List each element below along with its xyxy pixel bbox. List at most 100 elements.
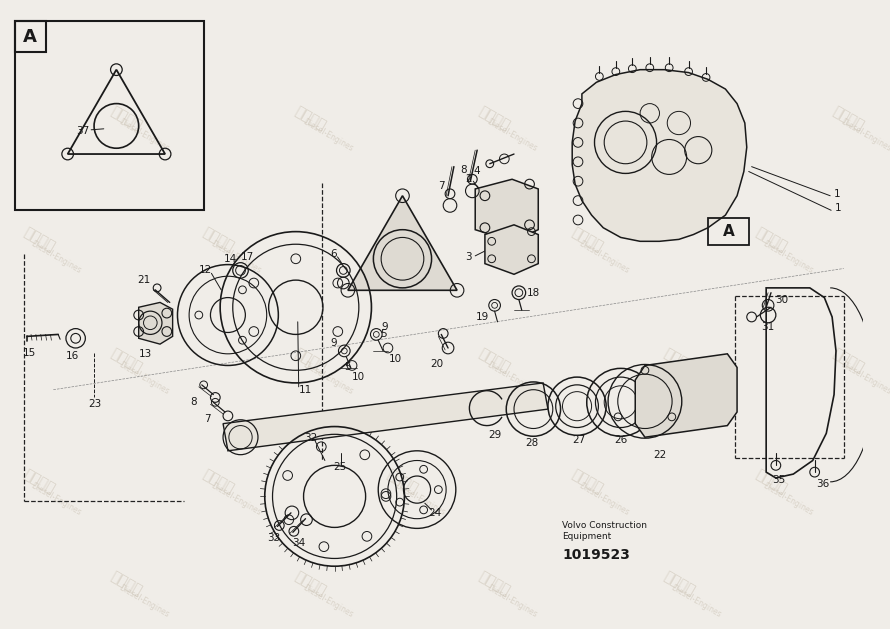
- Text: 紫发动力: 紫发动力: [477, 569, 513, 598]
- Text: 8: 8: [460, 165, 467, 175]
- Text: 3: 3: [465, 252, 472, 262]
- Text: 紫发动力: 紫发动力: [20, 467, 57, 496]
- Text: 紫发动力: 紫发动力: [661, 569, 697, 598]
- Text: 31: 31: [762, 321, 774, 331]
- Text: 紫发动力: 紫发动力: [292, 104, 328, 133]
- Text: 10: 10: [389, 353, 402, 364]
- Text: 紫发动力: 紫发动力: [753, 467, 789, 496]
- Text: 紫发动力: 紫发动力: [569, 225, 604, 254]
- Text: 紫发动力: 紫发动力: [108, 104, 144, 133]
- Text: Diesel-Engines: Diesel-Engines: [485, 360, 538, 396]
- Polygon shape: [223, 383, 548, 451]
- Text: 紫发动力: 紫发动力: [661, 104, 697, 133]
- Text: Diesel-Engines: Diesel-Engines: [393, 481, 447, 517]
- Text: Diesel-Engines: Diesel-Engines: [669, 583, 723, 619]
- Text: 1019523: 1019523: [562, 548, 630, 562]
- Text: Diesel-Engines: Diesel-Engines: [117, 583, 170, 619]
- Text: Diesel-Engines: Diesel-Engines: [301, 583, 354, 619]
- Text: 27: 27: [572, 435, 586, 445]
- Text: 紫发动力: 紫发动力: [108, 346, 144, 375]
- Text: Diesel-Engines: Diesel-Engines: [29, 481, 83, 517]
- Text: 19: 19: [475, 312, 489, 322]
- Text: 紫发动力: 紫发动力: [292, 569, 328, 598]
- Text: 23: 23: [88, 399, 101, 409]
- Text: 29: 29: [488, 430, 501, 440]
- Text: 16: 16: [66, 351, 79, 361]
- Text: Diesel-Engines: Diesel-Engines: [117, 360, 170, 396]
- Text: 4: 4: [473, 167, 481, 177]
- Polygon shape: [348, 196, 457, 291]
- Text: 紫发动力: 紫发动力: [292, 346, 328, 375]
- Text: 紫发动力: 紫发动力: [20, 225, 57, 254]
- Text: 2: 2: [465, 174, 472, 184]
- Text: Diesel-Engines: Diesel-Engines: [301, 118, 354, 153]
- Text: Diesel-Engines: Diesel-Engines: [839, 360, 890, 396]
- Polygon shape: [635, 354, 737, 437]
- Text: 25: 25: [333, 462, 346, 472]
- Polygon shape: [475, 179, 538, 242]
- Text: 21: 21: [137, 275, 150, 285]
- Text: 15: 15: [22, 348, 36, 358]
- Text: 22: 22: [653, 450, 666, 460]
- Polygon shape: [572, 70, 747, 242]
- Text: 7: 7: [204, 414, 211, 424]
- Text: Diesel-Engines: Diesel-Engines: [578, 481, 631, 517]
- Text: Volvo Construction: Volvo Construction: [562, 521, 648, 530]
- Text: Diesel-Engines: Diesel-Engines: [762, 481, 815, 517]
- Text: 30: 30: [775, 294, 789, 304]
- Text: 紫发动力: 紫发动力: [384, 467, 420, 496]
- Text: 28: 28: [525, 438, 538, 448]
- Bar: [708, 218, 748, 245]
- Text: 5: 5: [380, 330, 386, 340]
- Text: 紫发动力: 紫发动力: [108, 569, 144, 598]
- Text: 紫发动力: 紫发动力: [569, 467, 604, 496]
- Text: 20: 20: [430, 359, 443, 369]
- Text: 紫发动力: 紫发动力: [200, 467, 236, 496]
- Polygon shape: [139, 303, 173, 344]
- Text: Diesel-Engines: Diesel-Engines: [301, 360, 354, 396]
- Text: Diesel-Engines: Diesel-Engines: [839, 118, 890, 153]
- Text: 1: 1: [835, 203, 841, 213]
- Text: 36: 36: [816, 479, 829, 489]
- Text: 7: 7: [438, 181, 445, 191]
- Text: 34: 34: [292, 538, 305, 548]
- Text: 13: 13: [139, 349, 152, 359]
- Text: 12: 12: [199, 265, 212, 276]
- Text: 24: 24: [428, 508, 441, 518]
- Text: 紫发动力: 紫发动力: [200, 225, 236, 254]
- Text: 32: 32: [303, 433, 317, 443]
- Text: Diesel-Engines: Diesel-Engines: [762, 239, 815, 275]
- Text: 紫发动力: 紫发动力: [661, 346, 697, 375]
- Text: 18: 18: [527, 287, 540, 298]
- Text: A: A: [723, 224, 734, 239]
- Text: 8: 8: [190, 398, 198, 408]
- Text: Diesel-Engines: Diesel-Engines: [485, 118, 538, 153]
- Text: 1: 1: [834, 189, 840, 199]
- Text: Diesel-Engines: Diesel-Engines: [209, 481, 263, 517]
- Text: 9: 9: [382, 321, 388, 331]
- Text: 10: 10: [352, 372, 366, 382]
- Text: 17: 17: [240, 252, 254, 262]
- Text: Diesel-Engines: Diesel-Engines: [29, 239, 83, 275]
- Text: Diesel-Engines: Diesel-Engines: [117, 118, 170, 153]
- Text: 14: 14: [224, 253, 238, 264]
- Text: 紫发动力: 紫发动力: [477, 346, 513, 375]
- Text: 紫发动力: 紫发动力: [753, 225, 789, 254]
- Text: 紫发动力: 紫发动力: [830, 104, 867, 133]
- Text: Diesel-Engines: Diesel-Engines: [669, 118, 723, 153]
- Text: 26: 26: [614, 435, 627, 445]
- Text: 紫发动力: 紫发动力: [830, 346, 867, 375]
- Text: 11: 11: [299, 385, 312, 395]
- Text: 5: 5: [344, 362, 351, 372]
- Text: 紫发动力: 紫发动力: [477, 104, 513, 133]
- Text: 35: 35: [773, 475, 785, 485]
- Text: A: A: [23, 28, 37, 46]
- Bar: [14, 21, 45, 52]
- Polygon shape: [485, 225, 538, 274]
- Text: 37: 37: [76, 126, 89, 136]
- Text: 紫发动力: 紫发动力: [384, 225, 420, 254]
- Text: 9: 9: [330, 338, 337, 348]
- Text: Equipment: Equipment: [562, 532, 611, 542]
- Text: 33: 33: [267, 533, 280, 543]
- Text: Diesel-Engines: Diesel-Engines: [578, 239, 631, 275]
